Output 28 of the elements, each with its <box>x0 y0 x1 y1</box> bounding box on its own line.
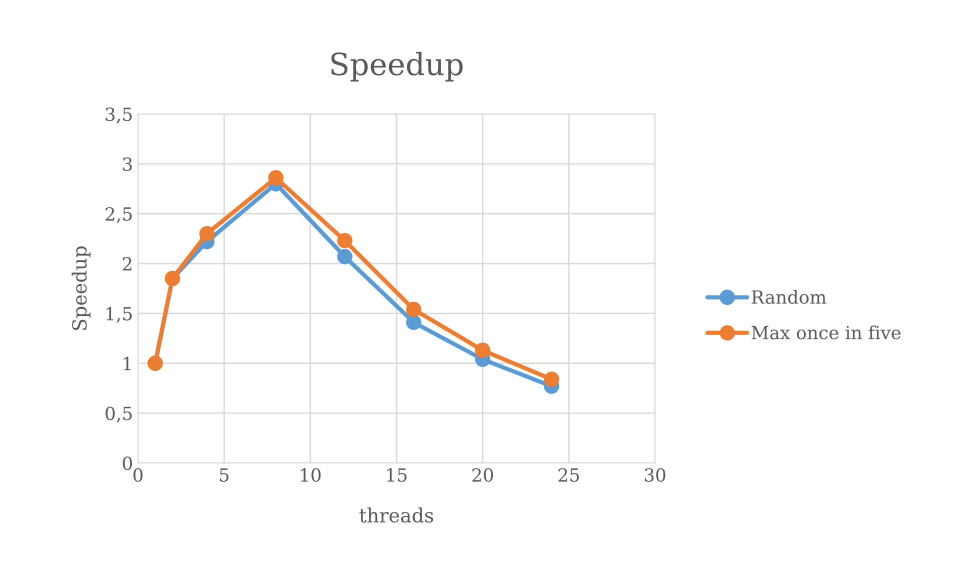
point <box>199 226 215 242</box>
x-tick-label: 20 <box>472 468 493 482</box>
y-tick-label: 2 <box>122 257 132 270</box>
x-tick-label: 30 <box>644 468 666 482</box>
x-axis-title: threads <box>359 508 434 523</box>
point <box>337 233 352 248</box>
chart-title: Speedup <box>331 52 463 82</box>
y-tick-label: 3,5 <box>106 107 132 124</box>
x-tick-label: 5 <box>220 468 229 482</box>
legend-label: Random <box>752 290 826 304</box>
y-tick-label: 0 <box>122 456 132 470</box>
y-tick-label: 0,5 <box>106 406 132 422</box>
y-axis-title: Speedup <box>72 246 91 330</box>
y-tick-label: 1,5 <box>106 306 132 323</box>
point <box>268 170 284 186</box>
x-tick-label: 10 <box>301 468 321 482</box>
x-tick-label: 15 <box>387 468 407 482</box>
point <box>406 314 422 330</box>
point <box>337 248 352 264</box>
y-tick-label: 3 <box>123 157 132 171</box>
legend-label: Max once in five <box>752 325 901 340</box>
point <box>475 342 490 358</box>
x-tick-label: 0 <box>133 468 143 482</box>
point <box>406 302 422 318</box>
y-tick-label: 2,5 <box>106 207 132 224</box>
y-tick-label: 1 <box>124 356 131 370</box>
x-tick-label: 25 <box>558 468 579 482</box>
point <box>544 372 560 387</box>
